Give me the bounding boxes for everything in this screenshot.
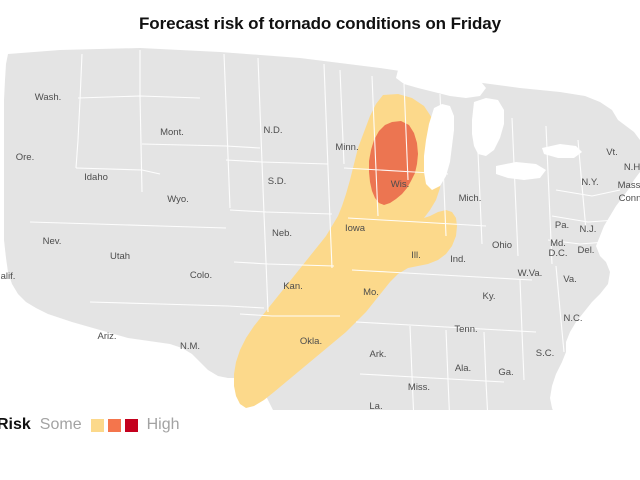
risk-area-elevated — [369, 121, 418, 205]
page-title: Forecast risk of tornado conditions on F… — [139, 14, 501, 33]
state-label: Ariz. — [98, 331, 117, 342]
state-label: Tenn. — [454, 324, 477, 335]
legend-swatch-risk-high — [124, 418, 138, 432]
state-label: Ga. — [498, 367, 513, 378]
border-h4 — [29, 221, 227, 229]
state-label: N.M. — [180, 341, 200, 352]
state-label: Mass — [618, 180, 640, 191]
border-v15 — [483, 331, 489, 410]
state-label: Idaho — [84, 172, 108, 183]
border-v17 — [555, 265, 565, 353]
state-label: Ala. — [455, 363, 471, 374]
legend-swatches — [90, 418, 138, 432]
border-v2 — [139, 50, 143, 193]
lake-superior — [396, 66, 486, 98]
state-label: Conn — [619, 193, 640, 204]
state-label: N.J. — [580, 224, 597, 235]
state-label: N.C. — [564, 313, 583, 324]
risk-elevated-layer — [369, 121, 418, 205]
lake-erie — [496, 162, 546, 180]
state-label: Ill. — [411, 250, 421, 261]
border-h11 — [347, 217, 487, 227]
state-label: Ky. — [482, 291, 495, 302]
border-v7 — [371, 75, 379, 217]
state-label: Wis. — [391, 179, 409, 190]
border-h6 — [225, 159, 329, 165]
border-h14 — [359, 373, 505, 383]
state-label: Ohio — [492, 240, 512, 251]
border-v16 — [519, 279, 525, 381]
state-label: alif. — [1, 271, 16, 282]
state-label: Ind. — [450, 254, 466, 265]
state-label: Wyo. — [167, 194, 189, 205]
border-h3 — [75, 167, 161, 175]
lake-ontario — [542, 144, 582, 158]
border-ne1 — [555, 189, 621, 197]
state-label: Mo. — [363, 287, 379, 298]
border-ne2 — [551, 215, 617, 223]
state-labels-layer: Wash. Ore. Idaho Mont. Wyo. Nev. Utah alif. Colo… — [1, 92, 640, 410]
state-label: Colo. — [190, 270, 212, 281]
border-v8 — [403, 83, 409, 181]
border-h12 — [351, 269, 533, 281]
legend-swatch-risk-some — [90, 418, 104, 432]
state-label: Mich. — [459, 193, 482, 204]
legend-swatch-risk-moderate — [107, 418, 121, 432]
state-label: S.C. — [536, 348, 554, 359]
state-label: Nev. — [43, 236, 62, 247]
border-h7 — [229, 209, 333, 215]
border-v18 — [577, 139, 587, 231]
lake-huron — [472, 98, 504, 156]
border-h9 — [239, 313, 340, 317]
state-label: W.Va. — [518, 268, 543, 279]
legend: Risk Some High — [0, 413, 189, 437]
border-v5 — [323, 63, 333, 269]
legend-title: Risk — [0, 416, 31, 433]
state-label: Mont. — [160, 127, 184, 138]
state-label: Wash. — [35, 92, 62, 103]
state-label: La. — [369, 401, 382, 410]
border-h8 — [233, 261, 335, 267]
state-label: N.H — [624, 162, 640, 173]
border-v13 — [409, 325, 415, 410]
us-map-svg: Wash. Ore. Idaho Mont. Wyo. Nev. Utah alif. Colo… — [1, 48, 640, 410]
state-label: N.Y. — [581, 177, 598, 188]
border-v4 — [257, 57, 269, 313]
state-label: Ark. — [370, 349, 387, 360]
state-label: S.D. — [268, 176, 286, 187]
border-ne3 — [547, 239, 607, 245]
border-v6 — [339, 69, 345, 165]
state-label: Utah — [110, 251, 130, 262]
border-h5 — [89, 301, 265, 309]
border-v11 — [511, 117, 519, 257]
state-label: Okla. — [300, 336, 322, 347]
great-lakes-layer — [396, 66, 582, 190]
state-label: Miss. — [408, 382, 430, 393]
border-v14 — [445, 329, 450, 410]
state-label: Ore. — [16, 152, 34, 163]
lake-michigan — [424, 104, 454, 190]
state-label: Md. — [550, 238, 566, 249]
state-label: Va. — [563, 274, 577, 285]
border-h13 — [355, 321, 537, 333]
state-label: Del. — [578, 245, 595, 256]
state-label: Minn. — [335, 142, 358, 153]
border-h1 — [77, 95, 201, 99]
state-label: D.C. — [549, 248, 568, 259]
state-label: Pa. — [555, 220, 569, 231]
border-v1 — [75, 53, 83, 169]
border-v3 — [223, 53, 231, 209]
state-label: Iowa — [345, 223, 366, 234]
state-label: Kan. — [283, 281, 303, 292]
state-label: Neb. — [272, 228, 292, 239]
border-h2 — [141, 143, 261, 149]
legend-low-label: Some — [39, 416, 82, 433]
state-label: Vt. — [606, 147, 618, 158]
map-container: Wash. Ore. Idaho Mont. Wyo. Nev. Utah alif. Colo… — [0, 40, 640, 410]
legend-high-label: High — [146, 416, 180, 433]
state-label: N.D. — [264, 125, 283, 136]
